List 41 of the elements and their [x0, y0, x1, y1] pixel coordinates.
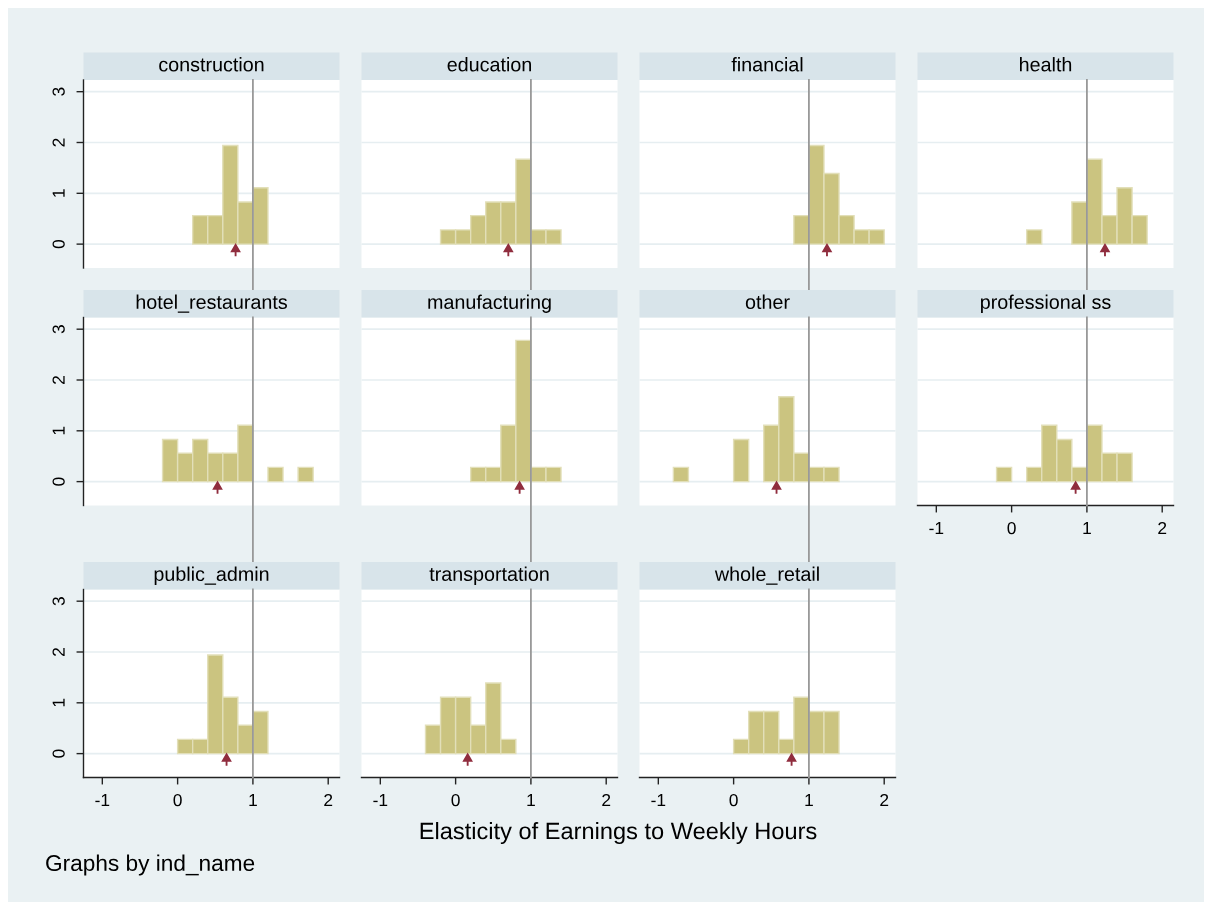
x-tick-label: 0 [451, 793, 460, 807]
y-tick-label: 3 [52, 325, 65, 334]
y-tick-label: 1 [52, 426, 65, 435]
y-tick-label: 1 [52, 189, 65, 197]
x-tick-label: 2 [602, 793, 611, 807]
y-tick-label: 2 [52, 376, 65, 384]
y-tick-label: 3 [52, 597, 65, 606]
y-tick-label: 0 [52, 749, 65, 758]
y-tick-label: 3 [52, 87, 65, 96]
x-tick-label: -1 [373, 794, 388, 807]
x-tick-label: 0 [1007, 521, 1016, 535]
chart-title: health [1020, 57, 1072, 72]
y-tick-label: 0 [52, 477, 65, 486]
chart-title: manufacturing [428, 294, 551, 313]
chart-title: other [745, 294, 790, 310]
x-tick-label: 1 [805, 794, 813, 807]
y-tick-label: 1 [52, 698, 65, 707]
x-tick-label: 0 [173, 793, 182, 807]
x-tick-label: 2 [880, 793, 889, 807]
chart-title: education [447, 57, 531, 72]
x-tick-label: -1 [929, 522, 944, 535]
chart-title: transportation [429, 566, 549, 585]
y-tick-label: 2 [52, 138, 65, 147]
chart-title: financial [731, 57, 803, 72]
y-tick-label: 0 [52, 239, 65, 249]
chart-title: whole_retail [714, 566, 819, 585]
x-tick-label: 1 [527, 794, 535, 807]
y-tick-label: 2 [52, 648, 65, 656]
x-tick-label: -1 [651, 794, 666, 807]
x-tick-label: 2 [324, 793, 333, 807]
x-tick-label: -1 [95, 794, 110, 807]
chart-title: construction [159, 57, 264, 72]
x-tick-label: 1 [1083, 522, 1091, 535]
chart-title: professional ss [981, 294, 1111, 313]
text: Graphs by ind_name [46, 854, 255, 876]
x-tick-label: 0 [729, 793, 738, 807]
chart-title: hotel_restaurants [136, 294, 287, 313]
x-axis-title: Elasticity of Earnings to Weekly Hours [420, 821, 817, 845]
x-tick-label: 1 [249, 794, 257, 807]
chart-title: public_admin [154, 566, 269, 585]
x-tick-label: 2 [1158, 521, 1167, 535]
